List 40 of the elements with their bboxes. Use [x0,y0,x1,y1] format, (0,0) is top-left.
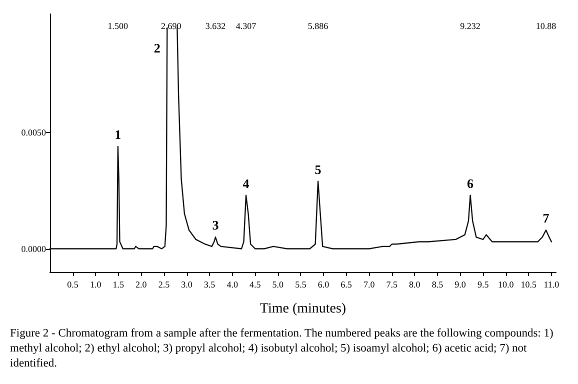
x-tick-label: 5.5 [295,280,307,290]
x-tick-label: 11.0 [544,280,560,290]
x-tick-label: 2.5 [158,280,170,290]
x-tick-label: 6.5 [340,280,352,290]
x-tick-label: 6.0 [318,280,330,290]
annotation: 5 [314,162,322,177]
y-tick-label: 0.0050 [21,128,46,138]
x-tick-label: 10.0 [498,280,514,290]
x-tick-label: 3.0 [181,280,193,290]
annotation: 2 [154,40,160,56]
annotation: 2.690 [161,21,182,31]
annotation: 1 [114,126,122,142]
y-tick-label: 0.0000 [21,244,46,254]
x-tick-label: 8.0 [409,280,421,290]
annotation: 4 [242,176,250,191]
x-tick-label: 7.5 [386,280,398,290]
x-tick-label: 10.5 [520,280,538,290]
x-tick-label: 1.0 [90,280,102,290]
x-tick-label: 3.5 [204,280,216,290]
x-tick-label: 4.5 [250,280,262,290]
annotation: 10.88 [536,21,557,31]
x-axis-title: Time (minutes) [260,302,346,316]
x-tick-label: 4.0 [226,280,238,290]
annotation: 1.500 [108,21,129,31]
caption: Figure 2 - Chromatogram from a sample after the fermentation. The numbered peaks are the following compounds: 1) methyl alcohol; 2) ethyl alcohol; 3) propyl alcohol; 4) isobutyl alcohol; 5) isoamyl alcohol; 6) acetic acid; 7) not identified. [10,328,556,370]
x-tick-label: 9.0 [454,280,466,290]
annotation: 5.886 [308,21,329,31]
annotation: 4.307 [236,21,257,31]
x-tick-label: 7.0 [363,280,376,290]
x-tick-label: 1.5 [112,280,125,290]
x-tick-label: 0.5 [67,280,79,290]
x-tick-label: 5.0 [272,280,284,290]
annotation: 9.232 [460,21,480,31]
annotation: 7 [542,210,550,226]
x-tick-label: 8.5 [432,280,444,290]
annotation: 3.632 [205,21,226,31]
annotation: 6 [467,176,474,191]
annotation: 3 [212,218,220,233]
x-tick-label: 9.5 [477,280,490,290]
x-tick-label: 2.0 [136,280,148,290]
